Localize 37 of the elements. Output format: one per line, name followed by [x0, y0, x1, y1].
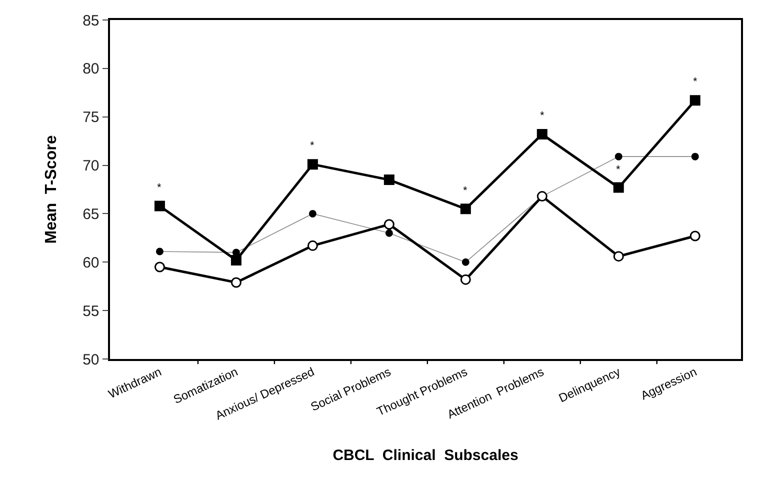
- point: [614, 152, 622, 160]
- annotation: *: [616, 164, 621, 176]
- point: [230, 277, 242, 288]
- point: [462, 258, 470, 266]
- point: [613, 182, 624, 193]
- annotation: *: [540, 110, 545, 122]
- point: [156, 248, 164, 256]
- point: [384, 174, 394, 186]
- y-tick-label: 70: [82, 158, 100, 175]
- point: [307, 159, 318, 170]
- y-tick-label: 80: [82, 60, 100, 78]
- point: [154, 200, 165, 212]
- point: [460, 204, 471, 214]
- y-axis-title: Mean T-Score: [42, 135, 60, 244]
- point: [154, 262, 165, 272]
- y-tick-label: 60: [82, 254, 100, 272]
- point: [613, 251, 624, 262]
- point: [385, 229, 393, 237]
- point: [536, 129, 548, 140]
- y-tick-label: 55: [82, 302, 100, 320]
- y-tick-label: 65: [82, 206, 100, 223]
- point: [690, 95, 700, 106]
- x-axis-title: CBCL Clinical Subscales: [332, 447, 518, 464]
- y-tick-label: 50: [82, 351, 100, 368]
- annotation: *: [463, 185, 468, 197]
- y-tick-label: 85: [82, 12, 100, 30]
- y-tick-label: 75: [82, 109, 100, 126]
- point: [308, 210, 316, 218]
- annotation: *: [157, 182, 162, 194]
- point: [460, 274, 471, 285]
- point: [230, 254, 242, 266]
- point: [691, 152, 699, 160]
- annotation: *: [693, 76, 698, 88]
- point: [690, 230, 700, 242]
- annotation: *: [310, 140, 315, 152]
- point: [307, 240, 318, 251]
- point: [384, 219, 394, 230]
